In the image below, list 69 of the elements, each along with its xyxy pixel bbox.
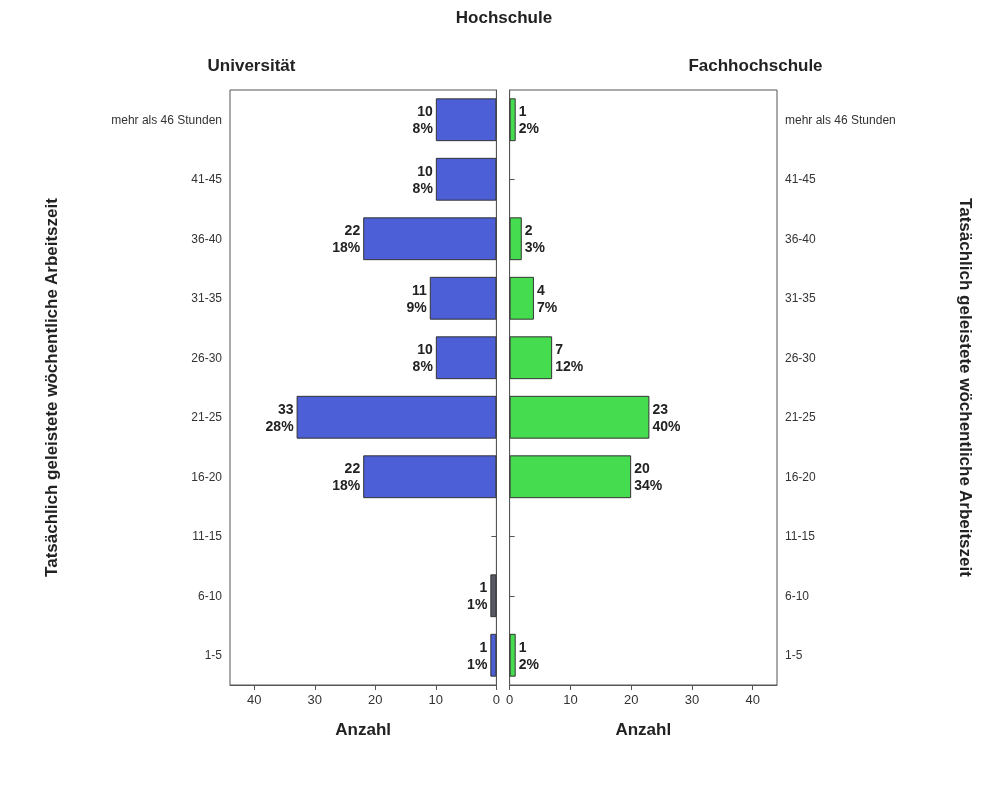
- bar: [509, 98, 516, 142]
- bar: [490, 574, 497, 618]
- bar: [429, 276, 497, 320]
- bar: [509, 217, 522, 261]
- bar: [509, 276, 534, 320]
- y-tick-label: 11-15: [192, 529, 223, 544]
- bar: [435, 98, 497, 142]
- data-label: 4 7%: [536, 281, 558, 315]
- y-tick-label: 6-10: [197, 588, 223, 603]
- x-tick-label: 0: [506, 692, 514, 707]
- data-label: 22 18%: [332, 222, 361, 256]
- y-tick-label: 16-20: [191, 469, 223, 484]
- data-label: 10 8%: [412, 162, 434, 196]
- bar: [509, 455, 632, 499]
- data-label: 7 12%: [555, 341, 584, 375]
- data-label: 10 8%: [412, 341, 434, 375]
- bar: [363, 217, 497, 261]
- data-label: 2 3%: [524, 222, 546, 256]
- x-tick-label: 30: [684, 692, 700, 707]
- x-tick-label: 40: [246, 692, 262, 707]
- y-tick-label: 21-25: [785, 410, 817, 425]
- y-tick-label: 16-20: [785, 469, 817, 484]
- chart-subtitle: Fachhochschule: [688, 56, 823, 75]
- data-label: 22 18%: [332, 460, 361, 494]
- x-tick-label: 30: [307, 692, 322, 707]
- data-label: 33 28%: [265, 400, 295, 434]
- y-tick-label: 31-35: [191, 291, 223, 306]
- bar: [435, 157, 497, 201]
- bar: [509, 395, 650, 439]
- x-tick-label: 10: [428, 692, 444, 707]
- y-tick-label: 41-45: [191, 172, 223, 187]
- y-tick-label: 36-40: [785, 231, 817, 246]
- chart-title: Hochschule: [454, 8, 554, 28]
- y-axis-title: Tatsächlich geleistete wöchentliche Arbeitszeit: [956, 198, 975, 578]
- y-tick-label: mehr als 46 Stunden: [785, 112, 896, 127]
- data-label: 1 2%: [518, 103, 540, 137]
- y-tick-label: 21-25: [191, 410, 223, 425]
- y-tick-label: 1-5: [204, 648, 223, 663]
- data-label: 11 9%: [406, 281, 428, 315]
- bar: [509, 336, 553, 380]
- y-tick-label: 41-45: [785, 172, 817, 187]
- x-tick-label: 20: [623, 692, 639, 707]
- x-tick-label: 20: [368, 692, 383, 707]
- y-tick-label: 26-30: [191, 350, 223, 365]
- bar: [490, 633, 497, 677]
- data-label: 20 34%: [634, 460, 663, 494]
- x-axis-title: Anzahl: [615, 720, 672, 739]
- y-tick-label: 31-35: [785, 291, 817, 306]
- x-tick-label: 40: [745, 692, 760, 707]
- data-label: 10 8%: [412, 103, 434, 137]
- data-label: 23 40%: [652, 400, 681, 434]
- bar: [363, 455, 497, 499]
- y-axis-title: Tatsächlich geleistete wöchentliche Arbeitszeit: [42, 197, 61, 577]
- y-tick-label: mehr als 46 Stunden: [111, 112, 222, 127]
- x-tick-label: 0: [492, 692, 500, 707]
- data-label: 1 2%: [518, 638, 540, 672]
- y-tick-label: 36-40: [191, 231, 223, 246]
- data-label: 1 1%: [467, 638, 488, 672]
- chart-subtitle: Universität: [207, 56, 296, 75]
- x-tick-label: 10: [563, 692, 578, 707]
- y-tick-label: 6-10: [785, 588, 810, 603]
- y-tick-label: 26-30: [785, 350, 817, 365]
- data-label: 1 1%: [467, 579, 488, 613]
- x-axis-title: Anzahl: [335, 720, 392, 739]
- bar: [435, 336, 497, 380]
- y-tick-label: 1-5: [785, 648, 803, 663]
- y-tick-label: 11-15: [785, 529, 816, 544]
- bar: [509, 633, 516, 677]
- bar: [296, 395, 497, 439]
